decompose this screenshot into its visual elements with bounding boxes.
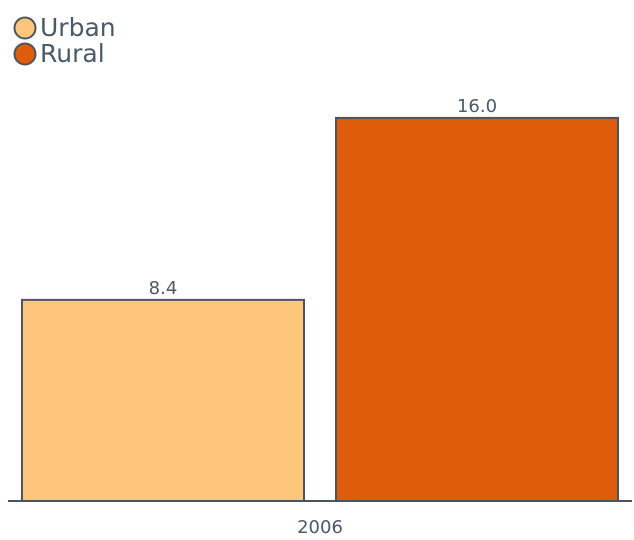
legend-swatch: [13, 42, 37, 66]
value-label: 8.4: [149, 278, 178, 299]
legend-swatch: [13, 16, 37, 40]
bar: [21, 298, 305, 502]
x-tick-label: 2006: [297, 517, 343, 538]
legend-label: Rural: [40, 39, 105, 68]
value-label: 16.0: [457, 96, 497, 117]
bar: [335, 116, 619, 503]
legend-label: Urban: [40, 13, 116, 42]
